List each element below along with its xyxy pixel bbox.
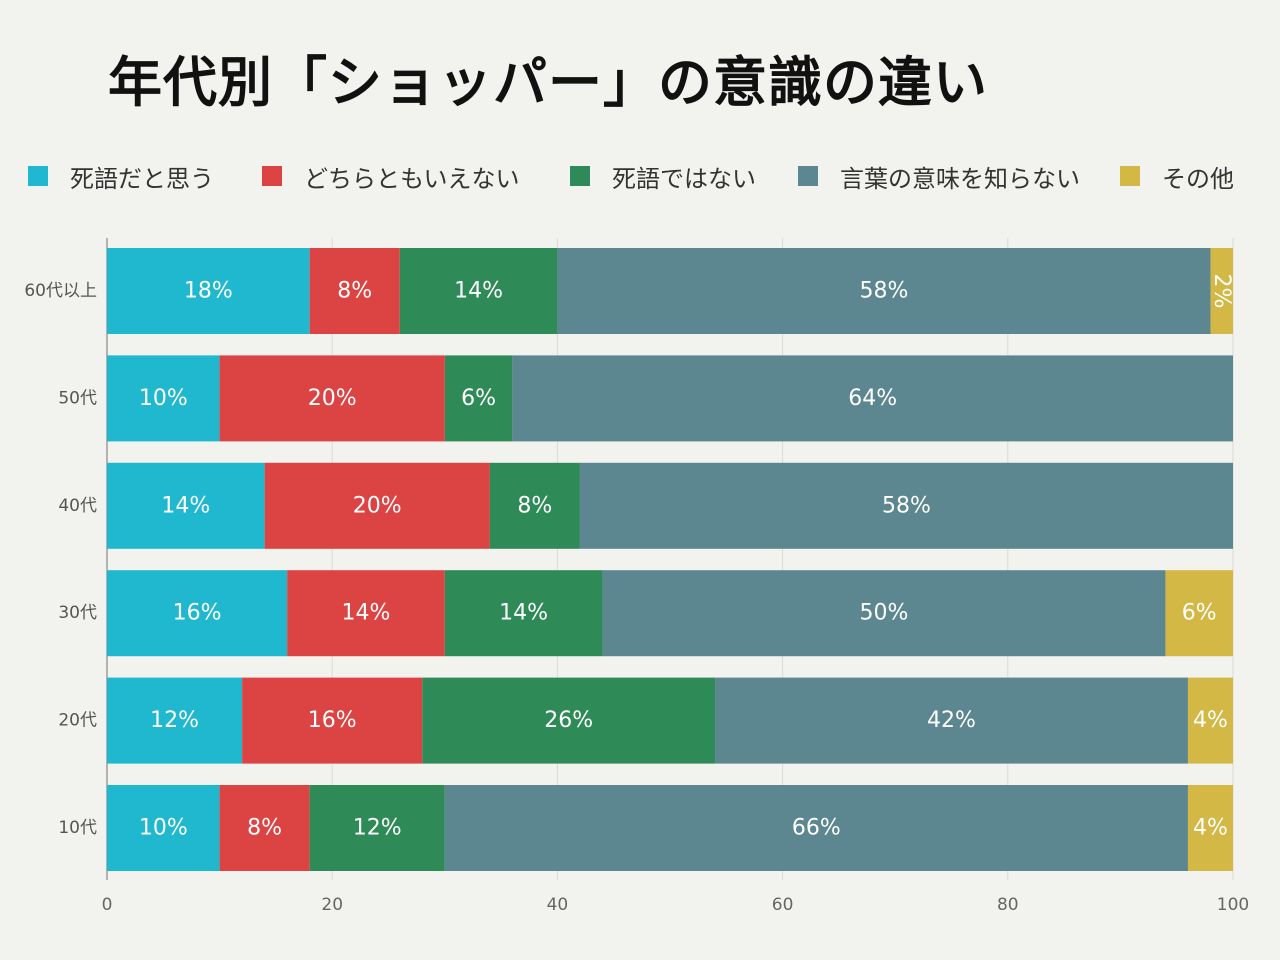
bar-segment: [242, 677, 423, 764]
bar-segment: [1187, 785, 1233, 871]
legend-label: 死語だと思う: [70, 164, 214, 193]
bar-segment: [512, 355, 1233, 442]
bar-value-label: 6%: [1182, 601, 1217, 626]
bar-value-label: 14%: [499, 601, 548, 626]
bar-segment: [602, 570, 1166, 657]
bar-segment: [444, 355, 513, 442]
legend-item-sonota: その他: [1120, 156, 1234, 196]
bar-value-label: 6%: [461, 386, 496, 411]
legend-swatch: [570, 166, 590, 186]
legend-swatch: [28, 166, 48, 186]
legend-swatch: [1120, 166, 1140, 186]
legend-swatch: [262, 166, 282, 186]
legend-item-dochira-tomo: どちらともいえない: [262, 156, 520, 196]
chart-legend: 死語だと思う どちらともいえない 死語ではない 言葉の意味を知らない その他: [28, 156, 1268, 196]
bar-segment: [579, 462, 1233, 549]
bar-value-label: 8%: [517, 493, 552, 518]
bar-value-label: 14%: [161, 493, 210, 518]
chart-title: 年代別「ショッパー」の意識の違い: [108, 51, 988, 114]
legend-item-imi-wo-shiranai: 言葉の意味を知らない: [798, 156, 1080, 196]
bar-segment: [219, 355, 445, 442]
bar-segment: [309, 785, 445, 871]
bar-value-label: 58%: [859, 279, 908, 304]
bar-segment: [444, 570, 603, 657]
bar-segment: [1187, 677, 1233, 764]
bar-value-label: 42%: [927, 708, 976, 733]
category-label: 40代: [58, 496, 97, 516]
bar-segment: [107, 355, 220, 442]
bar-value-label: 20%: [353, 493, 402, 518]
x-tick-label: 100: [1217, 895, 1249, 915]
bar-segment: [557, 248, 1211, 334]
bar-value-label: 58%: [882, 493, 931, 518]
category-label: 50代: [58, 388, 97, 408]
bar-segment: [489, 462, 580, 549]
bar-segment: [219, 785, 310, 871]
category-label: 30代: [58, 603, 97, 623]
bar-value-label: 12%: [353, 816, 402, 841]
bar-value-label: 26%: [544, 708, 593, 733]
category-label: 10代: [58, 818, 97, 838]
legend-label: どちらともいえない: [304, 164, 520, 193]
bar-segment: [264, 462, 490, 549]
bar-segment: [1210, 248, 1233, 334]
bar-segment: [107, 462, 265, 549]
legend-item-shigo-da-to-omou: 死語だと思う: [28, 156, 214, 196]
bar-value-label: 8%: [247, 816, 282, 841]
legend-label: 言葉の意味を知らない: [840, 164, 1080, 193]
bar-value-label: 4%: [1193, 708, 1228, 733]
bar-value-label: 14%: [342, 601, 391, 626]
bar-value-label: 4%: [1193, 816, 1228, 841]
bar-value-label: 14%: [454, 279, 503, 304]
x-tick-label: 20: [321, 895, 343, 915]
legend-swatch: [798, 166, 818, 186]
bar-segment: [107, 785, 220, 871]
bar-value-label: 10%: [139, 816, 188, 841]
category-label: 60代以上: [24, 281, 97, 301]
legend-label: その他: [1162, 164, 1234, 193]
bar-segment: [107, 570, 288, 657]
bar-value-label: 10%: [139, 386, 188, 411]
bar-segment: [309, 248, 400, 334]
bar-segment: [107, 248, 310, 334]
bar-value-label: 64%: [848, 386, 897, 411]
legend-item-shigo-dewa-nai: 死語ではない: [570, 156, 756, 196]
legend-label: 死語ではない: [612, 164, 756, 193]
bar-value-label: 16%: [173, 601, 222, 626]
bar-segment: [715, 677, 1188, 764]
bar-value-label: 66%: [792, 816, 841, 841]
bar-segment: [107, 677, 243, 764]
bar-segment: [399, 248, 558, 334]
bar-value-label: 18%: [184, 279, 233, 304]
x-tick-label: 0: [102, 895, 113, 915]
category-label: 20代: [58, 711, 97, 731]
bar-segment: [444, 785, 1188, 871]
x-tick-label: 40: [547, 895, 569, 915]
bar-value-label: 2%: [1209, 274, 1234, 309]
bar-value-label: 50%: [859, 601, 908, 626]
bar-value-label: 12%: [150, 708, 199, 733]
bar-value-label: 8%: [337, 279, 372, 304]
bar-segment: [287, 570, 445, 657]
bar-value-label: 16%: [308, 708, 357, 733]
x-tick-label: 80: [997, 895, 1019, 915]
bar-segment: [1165, 570, 1233, 657]
x-tick-label: 60: [772, 895, 794, 915]
bar-segment: [422, 677, 716, 764]
bar-value-label: 20%: [308, 386, 357, 411]
